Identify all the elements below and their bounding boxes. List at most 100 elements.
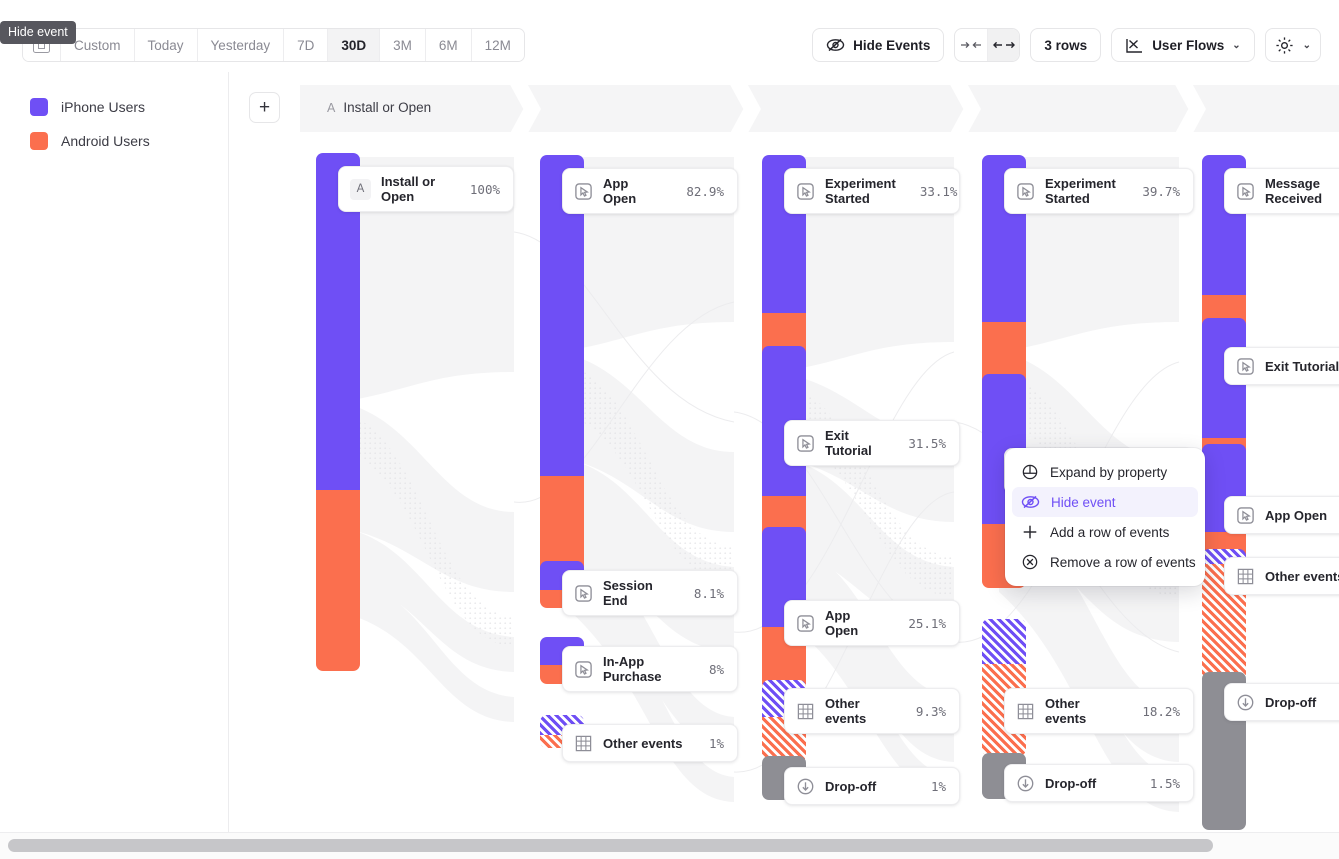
node-label: Message Received	[1265, 176, 1323, 206]
rows-count-button[interactable]: 3 rows	[1030, 28, 1102, 62]
horizontal-scrollbar-track[interactable]	[0, 832, 1339, 859]
context-menu-item-hide-event[interactable]: Hide event	[1012, 487, 1198, 517]
plus-icon	[1021, 523, 1039, 541]
expand-width-button[interactable]	[987, 29, 1020, 61]
node-chip[interactable]: Experiment Started 39.7%	[1004, 168, 1194, 214]
legend-item-iphone-users[interactable]: iPhone Users	[0, 90, 228, 124]
node-percent: 82.9%	[686, 183, 724, 199]
fit-width-toggle-group[interactable]	[954, 28, 1021, 62]
step-title: Install or Open	[343, 100, 432, 115]
node-chip[interactable]: App Open 25.1%	[784, 600, 960, 646]
node-chip[interactable]: Message Received	[1224, 168, 1339, 214]
settings-dropdown[interactable]: ⌄	[1264, 28, 1321, 62]
drop-off-icon	[1236, 693, 1255, 712]
horizontal-scrollbar-thumb[interactable]	[8, 839, 1213, 852]
node-percent: 9.3%	[915, 703, 946, 719]
legend-label: iPhone Users	[61, 99, 146, 115]
node-label: Experiment Started	[825, 176, 896, 206]
node-label: Exit Tutorial	[1265, 358, 1339, 374]
date-range-6m[interactable]: 6M	[425, 29, 472, 61]
date-range-custom[interactable]: Custom	[61, 29, 135, 61]
node-chip[interactable]: A Install or Open 100%	[338, 166, 514, 212]
node-label: Install or Open	[381, 174, 436, 204]
column-header-step-a[interactable]: A Install or Open	[327, 100, 431, 115]
event-cursor-icon	[1236, 506, 1255, 525]
context-menu-item-add-row-of-events[interactable]: Add a row of events	[1012, 517, 1198, 547]
eye-slash-icon	[826, 37, 845, 53]
date-range-today[interactable]: Today	[134, 29, 198, 61]
node-chip[interactable]: Experiment Started 33.1%	[784, 168, 960, 214]
event-cursor-icon	[796, 182, 815, 201]
event-cursor-icon	[1236, 182, 1255, 201]
node-chip[interactable]: In-App Purchase 8%	[562, 646, 738, 692]
date-range-12m[interactable]: 12M	[471, 29, 524, 61]
plus-icon: +	[258, 96, 271, 118]
context-menu-item-remove-row-of-events[interactable]: Remove a row of events	[1012, 547, 1198, 577]
chevron-separator	[727, 85, 761, 132]
chevron-down-icon: ⌄	[1232, 39, 1241, 51]
legend-sidebar: iPhone Users Android Users	[0, 72, 229, 832]
date-range-30d[interactable]: 30D	[328, 29, 381, 61]
date-range-3m[interactable]: 3M	[380, 29, 426, 61]
node-label: Other events	[1045, 696, 1087, 726]
context-menu-item-label: Expand by property	[1050, 464, 1168, 480]
toolbar: Custom Today Yesterday 7D 30D 3M 6M 12M …	[0, 10, 1339, 72]
view-type-label: User Flows	[1152, 37, 1225, 53]
node-chip[interactable]: Exit Tutorial 31.5%	[784, 420, 960, 466]
node-chip[interactable]: Session End 8.1%	[562, 570, 738, 616]
node-percent: 25.1%	[908, 615, 946, 631]
date-range-yesterday[interactable]: Yesterday	[197, 29, 285, 61]
legend-swatch	[30, 98, 48, 116]
node-chip[interactable]: Drop-off 1.5%	[1004, 764, 1194, 802]
chevron-separator	[1172, 85, 1206, 132]
date-range-7d[interactable]: 7D	[284, 29, 329, 61]
node-bar[interactable]	[540, 155, 584, 595]
node-label: Drop-off	[825, 778, 877, 794]
node-label: App Open	[603, 176, 637, 206]
event-cursor-icon	[574, 584, 593, 603]
node-chip[interactable]: App Open 82.9%	[562, 168, 738, 214]
context-menu-item-label: Add a row of events	[1050, 524, 1170, 540]
node-chip[interactable]: App Open	[1224, 496, 1339, 534]
node-chip[interactable]: Drop-off	[1224, 683, 1339, 721]
event-cursor-icon	[1236, 357, 1255, 376]
add-cohort-button[interactable]: +	[249, 92, 280, 123]
node-chip[interactable]: Exit Tutorial	[1224, 347, 1339, 385]
collapse-width-button[interactable]	[955, 29, 987, 61]
node-chip[interactable]: Other events 18.2%	[1004, 688, 1194, 734]
hide-events-label: Hide Events	[853, 37, 931, 53]
event-cursor-icon	[796, 614, 815, 633]
grid-icon	[1236, 567, 1255, 586]
arrows-inward-icon	[961, 41, 982, 49]
view-type-dropdown[interactable]: User Flows ⌄	[1111, 28, 1255, 62]
node-context-menu[interactable]: Expand by property Hide event Add a row …	[1005, 448, 1205, 586]
chevron-down-icon: ⌄	[1302, 39, 1311, 51]
date-range-segmented-control[interactable]: Custom Today Yesterday 7D 30D 3M 6M 12M	[22, 28, 525, 62]
chevron-separator	[507, 85, 541, 132]
grid-icon	[574, 734, 593, 753]
rows-count-label: 3 rows	[1044, 37, 1088, 53]
legend-item-android-users[interactable]: Android Users	[0, 124, 228, 158]
step-a-badge: A	[350, 178, 371, 200]
node-chip[interactable]: Other events	[1224, 557, 1339, 595]
event-cursor-icon	[574, 660, 593, 679]
node-percent: 33.1%	[919, 183, 958, 199]
node-chip[interactable]: Other events 9.3%	[784, 688, 960, 734]
node-percent: 8%	[708, 661, 724, 677]
node-percent: 31.5%	[908, 435, 946, 451]
bar-segment-iphone-users	[982, 619, 1026, 665]
step-letter: A	[327, 101, 336, 115]
node-label: Other events	[603, 735, 683, 751]
bar-segment-android-users	[316, 489, 360, 671]
context-menu-item-label: Hide event	[1051, 494, 1116, 510]
node-bar[interactable]	[316, 153, 360, 671]
context-menu-item-label: Remove a row of events	[1050, 554, 1196, 570]
node-chip[interactable]: Drop-off 1%	[784, 767, 960, 805]
context-menu-item-expand-by-property[interactable]: Expand by property	[1012, 457, 1198, 487]
hide-events-button[interactable]: Hide Events	[812, 28, 945, 62]
node-label: Drop-off	[1045, 775, 1097, 791]
eye-slash-icon	[1021, 494, 1040, 510]
legend-label: Android Users	[61, 133, 150, 149]
node-chip[interactable]: Other events 1%	[562, 724, 738, 762]
